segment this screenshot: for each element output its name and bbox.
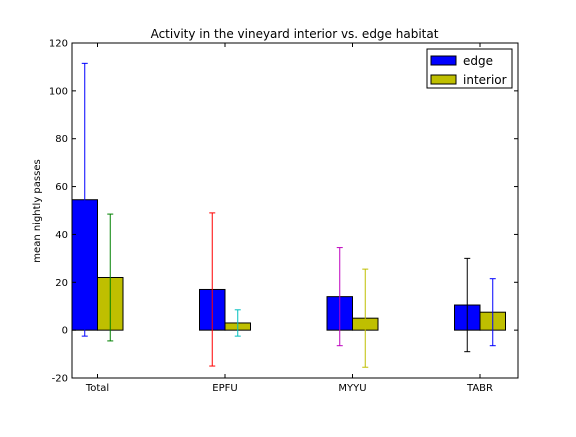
y-tick-label: 20 bbox=[55, 278, 68, 289]
plot-area bbox=[71, 62, 506, 368]
y-tick-label: 60 bbox=[55, 182, 68, 193]
y-tick-label: 40 bbox=[55, 230, 68, 241]
y-tick-label: 120 bbox=[49, 39, 68, 50]
legend-label-edge: edge bbox=[463, 54, 493, 68]
x-tick-label-tabr: TABR bbox=[466, 383, 493, 394]
error-bar-edge-myyu bbox=[336, 247, 343, 347]
error-bar-interior-tabr bbox=[489, 278, 496, 347]
legend: edge interior bbox=[426, 48, 513, 89]
y-tick-label: -20 bbox=[52, 374, 68, 385]
y-tick-label: 0 bbox=[62, 326, 68, 337]
x-tick-label-myyu: MYYU bbox=[338, 383, 366, 394]
chart-title: Activity in the vineyard interior vs. ed… bbox=[151, 27, 439, 41]
y-axis-label: mean nightly passes bbox=[32, 159, 43, 262]
y-tick-label: 100 bbox=[49, 86, 68, 97]
legend-swatch-interior bbox=[430, 74, 457, 85]
legend-label-interior: interior bbox=[463, 73, 507, 87]
axes: -20 0 20 40 60 80 100 120 Total EPFU MYYU TABR bbox=[49, 39, 519, 394]
plot-frame bbox=[71, 42, 519, 379]
error-bar-interior-myyu bbox=[362, 268, 369, 368]
error-bar-interior-total bbox=[107, 213, 114, 342]
y-tick-label: 80 bbox=[55, 134, 68, 145]
error-bar-edge-tabr bbox=[464, 257, 471, 353]
error-bar-interior-epfu bbox=[234, 309, 241, 337]
x-tick-label-total: Total bbox=[85, 383, 109, 394]
legend-swatch-edge bbox=[430, 55, 457, 66]
error-bar-edge-total bbox=[81, 62, 88, 337]
error-bar-edge-epfu bbox=[209, 212, 216, 367]
x-tick-label-epfu: EPFU bbox=[212, 383, 237, 394]
